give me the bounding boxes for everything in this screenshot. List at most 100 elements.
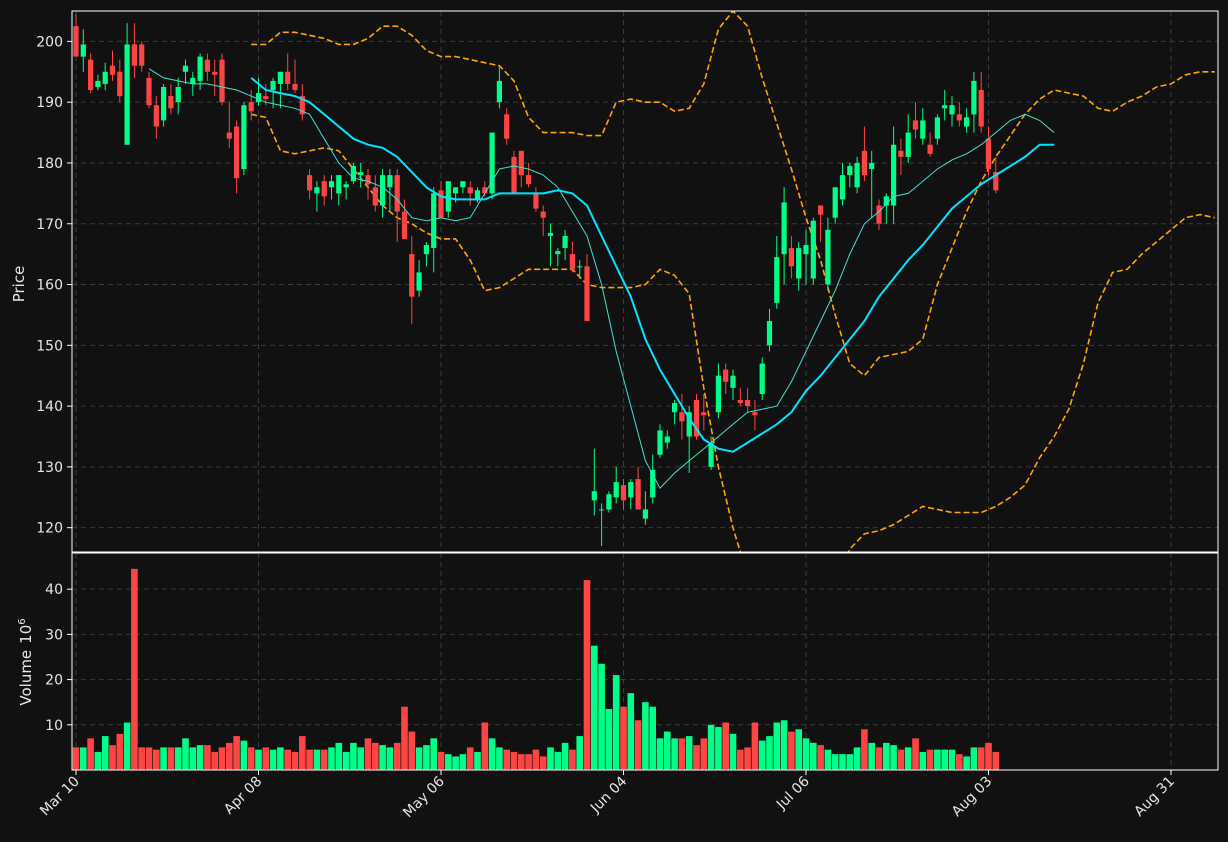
volume-bar-down bbox=[634, 720, 642, 770]
volume-bar-down bbox=[861, 729, 868, 770]
volume-bar-up bbox=[386, 747, 394, 770]
volume-bar-up bbox=[795, 729, 802, 770]
volume-bar-up bbox=[496, 747, 503, 770]
candle-body-up bbox=[869, 162, 875, 170]
candle-body-down bbox=[584, 266, 590, 322]
volume-bar-down bbox=[372, 742, 379, 770]
volume-bar-down bbox=[503, 749, 510, 770]
candle-body-up bbox=[657, 430, 663, 455]
candle-body-up bbox=[905, 132, 911, 157]
volume-bar-up bbox=[773, 722, 781, 770]
candle-body-up bbox=[350, 166, 356, 182]
volume-bar-down bbox=[700, 738, 708, 770]
price-plot-area bbox=[72, 11, 1218, 552]
volume-bar-down bbox=[583, 580, 591, 770]
volume-tick-label: 30 bbox=[45, 627, 63, 643]
volume-bar-down bbox=[977, 747, 985, 770]
candle-body-down bbox=[876, 205, 882, 224]
candle-body-up bbox=[847, 166, 853, 176]
volume-bar-up bbox=[605, 708, 613, 770]
candle-body-up bbox=[774, 257, 780, 303]
volume-bar-up bbox=[941, 749, 948, 770]
volume-bar-down bbox=[926, 749, 934, 770]
price-tick-label: 140 bbox=[36, 399, 63, 415]
volume-bar-down bbox=[985, 742, 992, 770]
volume-bar-down bbox=[722, 722, 729, 770]
candle-body-down bbox=[467, 187, 473, 194]
volume-bar-down bbox=[299, 736, 306, 770]
price-tick-label: 160 bbox=[36, 278, 63, 294]
volume-bar-down bbox=[992, 751, 1000, 770]
volume-bar-up bbox=[948, 749, 956, 770]
candle-body-up bbox=[577, 266, 583, 268]
volume-bar-down bbox=[167, 747, 175, 770]
candle-body-up bbox=[124, 44, 130, 145]
candle-body-down bbox=[635, 479, 641, 510]
volume-bar-up bbox=[934, 749, 941, 770]
volume-bar-up bbox=[240, 740, 248, 770]
volume-bar-up bbox=[101, 736, 109, 770]
price-tick-label: 200 bbox=[36, 34, 63, 50]
volume-axis-label: Volume 106 bbox=[17, 618, 35, 705]
candle-body-down bbox=[752, 412, 758, 416]
candle-body-up bbox=[336, 175, 342, 194]
candle-body-up bbox=[715, 375, 721, 413]
candle-body-up bbox=[555, 251, 561, 255]
volume-bar-down bbox=[87, 738, 94, 770]
candle-body-down bbox=[912, 120, 919, 130]
volume-bar-down bbox=[897, 749, 905, 770]
volume-bar-up bbox=[196, 745, 204, 770]
candle-body-up bbox=[387, 175, 393, 188]
candle-body-down bbox=[861, 150, 867, 176]
volume-bar-down bbox=[569, 749, 576, 770]
candle-body-up bbox=[474, 190, 481, 200]
volume-bar-up bbox=[342, 751, 350, 770]
candle-body-down bbox=[788, 248, 794, 267]
candle-body-up bbox=[241, 105, 247, 170]
candle-body-up bbox=[270, 80, 276, 91]
candle-body-down bbox=[401, 211, 408, 239]
candle-body-down bbox=[818, 205, 824, 215]
volume-bar-up bbox=[328, 747, 335, 770]
volume-bar-up bbox=[160, 747, 167, 770]
candle-body-down bbox=[504, 114, 510, 139]
candle-body-up bbox=[854, 162, 860, 188]
volume-bar-down bbox=[737, 749, 744, 770]
price-tick-label: 190 bbox=[36, 95, 63, 111]
volume-bar-up bbox=[591, 645, 598, 770]
volume-bar-up bbox=[430, 738, 437, 770]
candle-body-up bbox=[547, 232, 554, 236]
volume-axis-label-exponent: 6 bbox=[17, 618, 28, 624]
price-panel: 120 130 140 150 160 170 180 190 200 Price bbox=[10, 10, 1219, 553]
volume-bar-down bbox=[401, 706, 408, 770]
candle-body-up bbox=[175, 86, 181, 103]
candle-body-down bbox=[723, 369, 729, 382]
volume-bar-down bbox=[306, 749, 313, 770]
candle-body-down bbox=[226, 132, 232, 139]
volume-bar-up bbox=[612, 675, 620, 770]
candle-body-up bbox=[95, 80, 101, 87]
volume-grid bbox=[72, 553, 1218, 770]
candle-body-up bbox=[766, 321, 773, 346]
price-tick-label: 130 bbox=[36, 460, 63, 476]
volume-bar-down bbox=[116, 733, 124, 770]
candle-body-up bbox=[328, 181, 335, 188]
candle-body-down bbox=[219, 59, 225, 103]
candle-body-up bbox=[255, 93, 262, 103]
candle-body-up bbox=[949, 105, 955, 115]
candle-body-up bbox=[708, 442, 714, 467]
candle-body-down bbox=[88, 59, 94, 91]
candle-body-up bbox=[489, 132, 495, 194]
candle-body-up bbox=[810, 220, 816, 279]
candle-body-down bbox=[153, 105, 159, 127]
volume-bar-up bbox=[445, 754, 452, 770]
candle-body-up bbox=[599, 509, 605, 511]
candle-body-down bbox=[168, 96, 174, 109]
candle-body-down bbox=[679, 412, 685, 422]
candle-body-down bbox=[299, 96, 305, 115]
volume-bar-down bbox=[72, 747, 80, 770]
candle-body-down bbox=[985, 138, 992, 170]
candle-body-down bbox=[409, 254, 415, 297]
candle-body-down bbox=[540, 211, 546, 218]
